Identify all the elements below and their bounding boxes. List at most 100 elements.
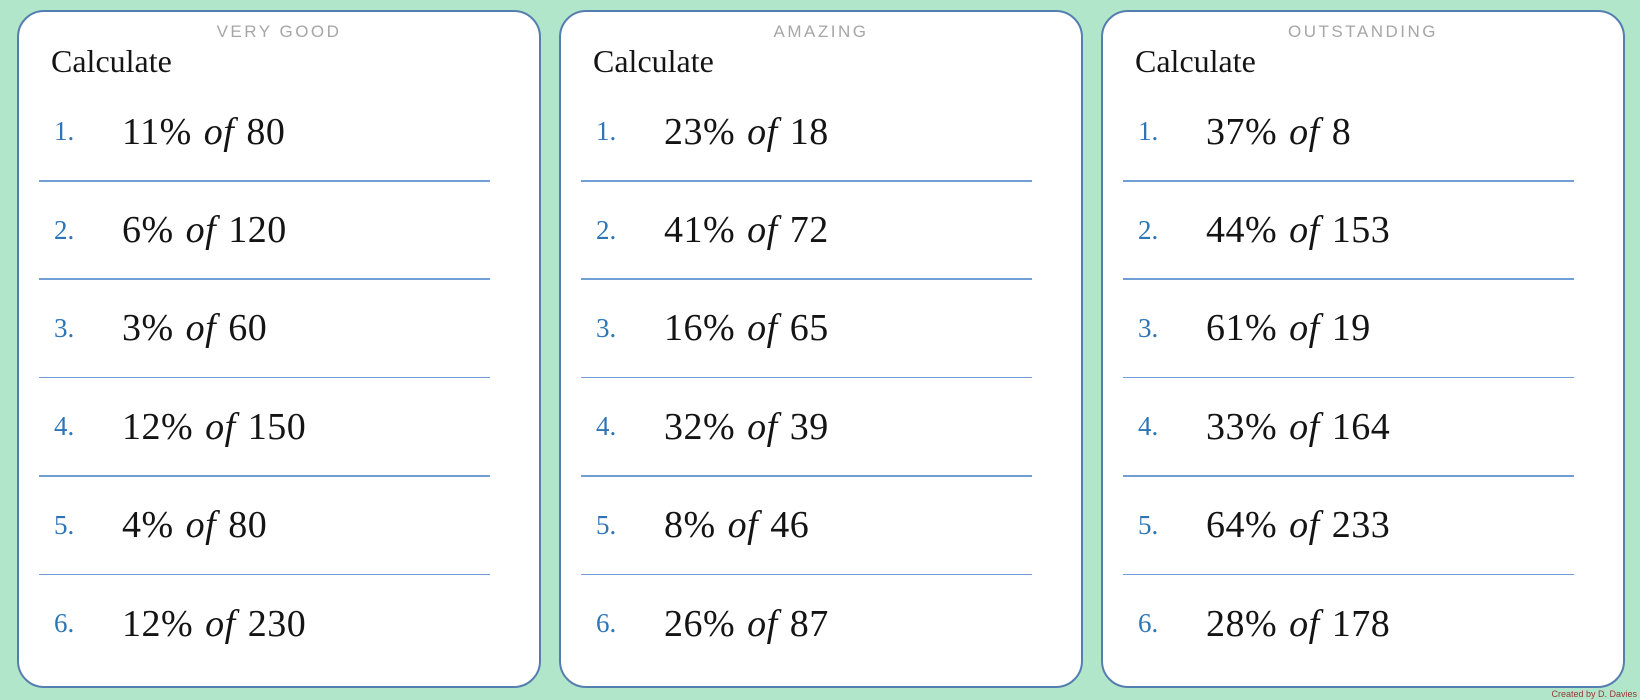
problem-expression: 37% of 8 [1206,110,1351,154]
amount-value: 8 [1331,110,1352,153]
problem-expression: 12% of 230 [122,602,306,646]
problem-row: 1. 23% of 18 [561,83,1081,180]
amount-value: 72 [789,209,829,252]
problem-number: 1. [54,116,75,147]
amount-value: 87 [789,602,829,645]
problem-expression: 41% of 72 [664,208,829,252]
percent-value: 8% [664,504,716,547]
problem-number: 6. [54,608,75,639]
separator-line [39,180,490,182]
separator-line [581,180,1032,182]
amount-value: 46 [770,504,810,547]
percent-value: 26% [664,602,736,645]
card-outstanding: OUTSTANDING Calculate 1. 37% of 8 2. 44% of… [1101,10,1625,688]
of-connector: of [1289,405,1320,448]
of-connector: of [1289,504,1320,547]
problem-expression: 3% of 60 [122,306,267,350]
of-connector: of [727,504,759,547]
problem-expression: 8% of 46 [664,503,809,547]
amount-value: 80 [246,110,286,153]
amount-value: 164 [1331,405,1391,448]
problem-row: 3. 3% of 60 [19,280,539,377]
amount-value: 18 [789,110,829,153]
credit-text: Created by D. Davies [1551,689,1637,699]
of-connector: of [1289,307,1320,350]
problem-row: 6. 26% of 87 [561,575,1081,672]
separator-line [581,278,1032,280]
problem-number: 2. [54,214,75,245]
problem-number: 3. [1138,312,1159,343]
amount-value: 60 [228,307,268,350]
problem-list: 1. 23% of 18 2. 41% of 72 3. 16% of 65 4. 32% o… [561,83,1081,672]
percent-value: 6% [122,209,174,252]
separator-line [581,573,1032,576]
problem-row: 3. 61% of 19 [1103,280,1623,377]
of-connector: of [1289,110,1320,153]
problem-number: 6. [596,608,617,639]
separator-line [1123,573,1574,576]
problem-row: 4. 32% of 39 [561,378,1081,475]
problem-number: 3. [596,312,617,343]
problem-expression: 44% of 153 [1206,208,1390,252]
of-connector: of [1289,209,1320,252]
separator-line [1123,376,1574,379]
problem-expression: 6% of 120 [122,208,287,252]
problem-row: 5. 8% of 46 [561,477,1081,574]
amount-value: 230 [247,602,307,645]
problem-number: 3. [54,312,75,343]
separator-line [1123,475,1574,477]
problem-expression: 4% of 80 [122,503,267,547]
problem-expression: 23% of 18 [664,110,829,154]
of-connector: of [205,405,236,448]
card-title: OUTSTANDING [1288,22,1438,41]
amount-value: 39 [789,405,829,448]
problem-number: 6. [1138,608,1159,639]
percent-value: 4% [122,504,174,547]
separator-line [39,475,490,477]
percent-value: 12% [122,602,194,645]
amount-value: 65 [789,307,829,350]
percent-value: 3% [122,307,174,350]
amount-value: 233 [1331,504,1391,547]
problem-row: 3. 16% of 65 [561,280,1081,377]
percent-value: 33% [1206,405,1278,448]
problem-expression: 61% of 19 [1206,306,1371,350]
separator-line [581,475,1032,477]
problem-row: 1. 11% of 80 [19,83,539,180]
problem-row: 5. 4% of 80 [19,477,539,574]
problem-number: 5. [54,509,75,540]
problem-number: 1. [596,116,617,147]
problem-list: 1. 37% of 8 2. 44% of 153 3. 61% of 19 4. 33% o… [1103,83,1623,672]
problem-number: 5. [596,509,617,540]
card-title: AMAZING [773,22,869,41]
problem-number: 4. [1138,411,1159,442]
card-amazing: AMAZING Calculate 1. 23% of 18 2. 41% of 72 … [559,10,1083,688]
problem-expression: 16% of 65 [664,306,829,350]
of-connector: of [747,405,778,448]
problem-row: 1. 37% of 8 [1103,83,1623,180]
amount-value: 150 [247,405,307,448]
problem-expression: 11% of 80 [122,110,285,154]
of-connector: of [185,307,217,350]
card-heading: Calculate [593,43,714,79]
separator-line [1123,278,1574,280]
of-connector: of [747,110,778,153]
problem-number: 5. [1138,509,1159,540]
problem-row: 2. 6% of 120 [19,182,539,279]
percent-value: 37% [1206,110,1278,153]
percent-value: 23% [664,110,736,153]
card-heading: Calculate [1135,43,1256,79]
card-very-good: VERY GOOD Calculate 1. 11% of 80 2. 6% of 12… [17,10,541,688]
percent-value: 32% [664,405,736,448]
amount-value: 178 [1331,602,1391,645]
problem-number: 4. [54,411,75,442]
of-connector: of [185,504,217,547]
of-connector: of [205,602,236,645]
of-connector: of [747,209,778,252]
problem-row: 6. 12% of 230 [19,575,539,672]
problem-number: 4. [596,411,617,442]
problem-expression: 64% of 233 [1206,503,1390,547]
problem-expression: 28% of 178 [1206,602,1390,646]
percent-value: 64% [1206,504,1278,547]
